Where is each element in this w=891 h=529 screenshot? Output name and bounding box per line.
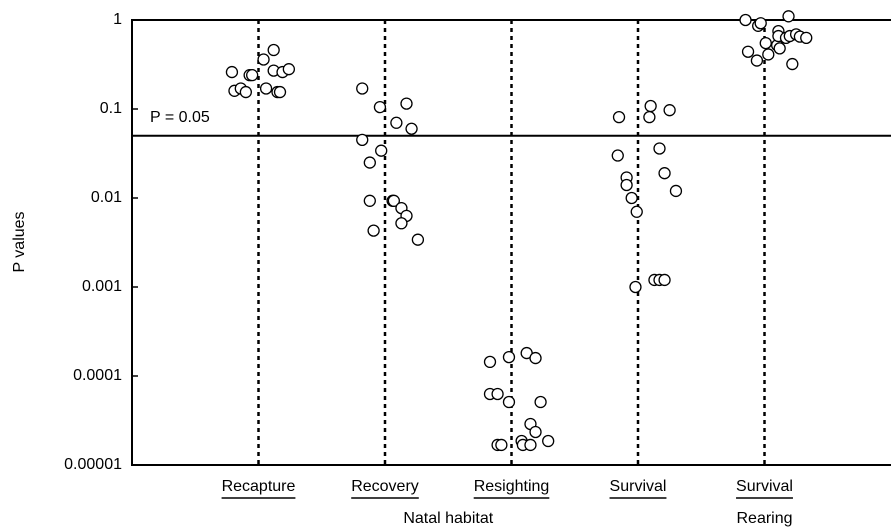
point: [373, 100, 387, 114]
point: [356, 82, 369, 95]
category-label: Survival: [736, 478, 793, 495]
point: [643, 110, 656, 124]
point: [529, 425, 542, 439]
point: [363, 194, 376, 207]
point: [782, 10, 795, 23]
y-tick-label: 0.00001: [64, 456, 122, 473]
category-label: Recovery: [351, 478, 419, 495]
point: [395, 217, 408, 230]
y-tick-label: 0.01: [91, 189, 122, 206]
point: [239, 85, 253, 99]
point: [282, 63, 296, 76]
point: [762, 48, 775, 61]
point: [259, 82, 273, 95]
point: [739, 13, 752, 27]
point: [483, 355, 497, 369]
point: [611, 149, 624, 162]
point: [529, 351, 542, 365]
point: [411, 233, 425, 246]
point: [658, 167, 671, 180]
point: [502, 395, 516, 409]
reference-label: P = 0.05: [150, 109, 210, 126]
point: [658, 273, 671, 287]
category-label: Survival: [610, 478, 667, 495]
category-label: Resighting: [474, 478, 550, 495]
point: [629, 280, 642, 294]
point: [267, 43, 280, 57]
point: [653, 142, 666, 155]
point: [741, 45, 755, 58]
y-tick-label: 0.001: [82, 278, 122, 295]
point: [759, 36, 772, 50]
point: [405, 122, 418, 135]
point: [524, 438, 537, 452]
point: [390, 116, 403, 129]
point: [400, 97, 413, 110]
point: [663, 104, 676, 117]
point: [750, 54, 764, 67]
point: [502, 350, 516, 364]
point: [625, 191, 638, 205]
y-tick-label: 0.0001: [73, 367, 122, 384]
point: [495, 438, 508, 452]
point: [800, 31, 813, 45]
y-tick-label: 0.1: [100, 100, 122, 117]
group-label: Natal habitat: [403, 510, 493, 527]
point: [786, 57, 799, 71]
point: [363, 156, 376, 169]
point: [375, 144, 388, 157]
group-label: Rearing: [736, 510, 792, 527]
point: [491, 387, 504, 401]
point: [387, 194, 401, 207]
category-label: Recapture: [222, 478, 296, 495]
point: [644, 99, 657, 113]
point: [246, 69, 259, 82]
point: [754, 17, 767, 30]
point: [534, 395, 547, 409]
point: [630, 205, 643, 218]
point: [773, 42, 786, 55]
point: [669, 184, 683, 198]
point: [356, 133, 369, 147]
point: [612, 110, 626, 124]
point: [225, 65, 239, 79]
point: [367, 224, 380, 237]
point: [620, 178, 633, 192]
point: [273, 85, 287, 99]
point: [542, 434, 555, 448]
y-axis-title: P values: [11, 211, 28, 272]
point: [257, 53, 270, 66]
y-tick-label: 1: [113, 11, 122, 28]
